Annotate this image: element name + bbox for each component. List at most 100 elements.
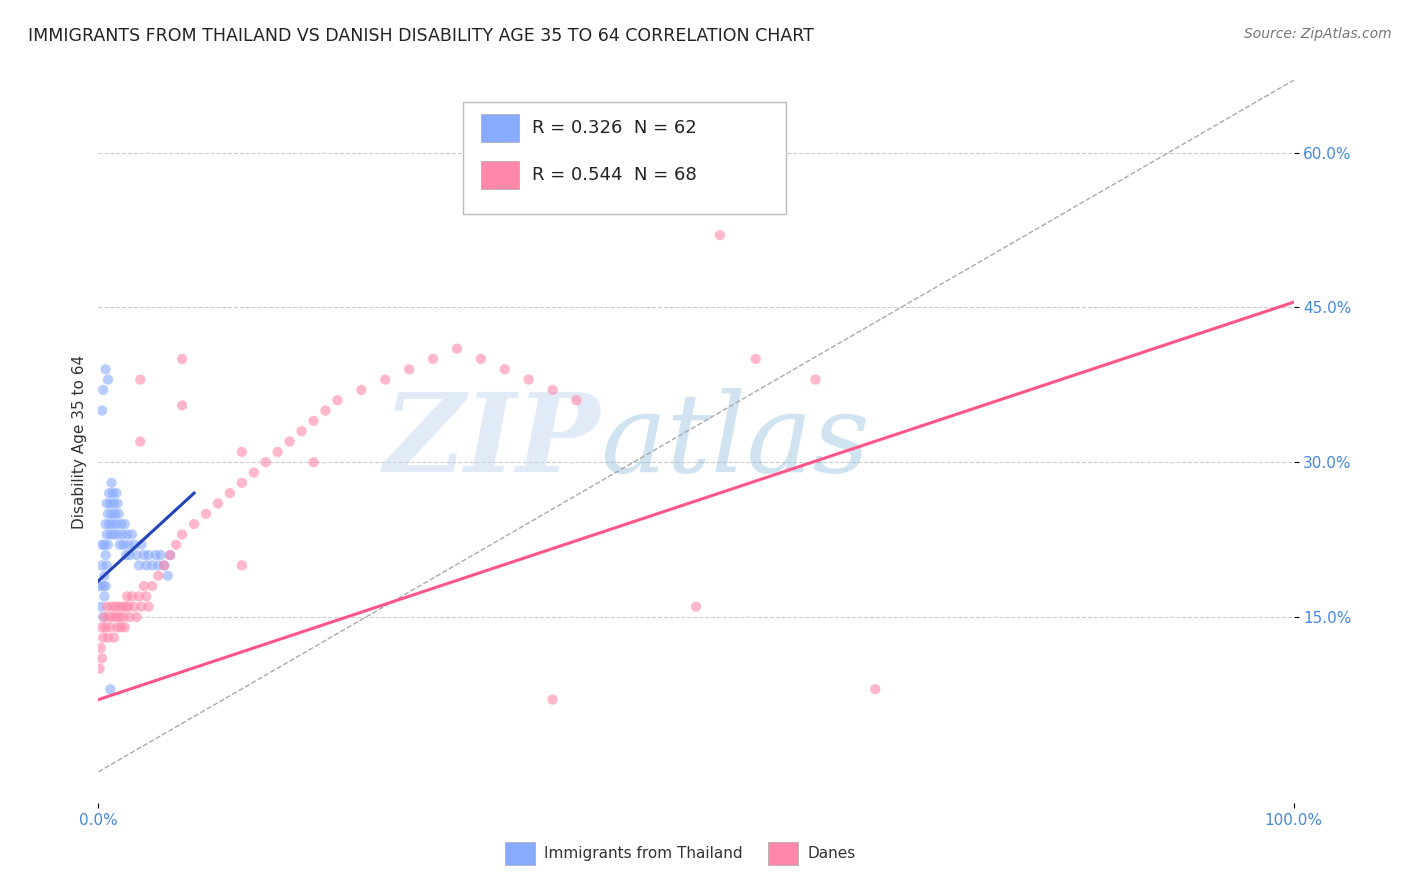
Point	[112, 610, 135, 624]
Point	[94, 517, 117, 532]
Point	[93, 590, 115, 604]
Point	[94, 620, 117, 634]
Point	[94, 362, 117, 376]
Point	[91, 579, 114, 593]
Point	[100, 475, 122, 490]
Point	[195, 507, 218, 521]
Point	[422, 351, 444, 366]
Point	[103, 496, 125, 510]
Point	[541, 383, 564, 397]
Point	[111, 527, 134, 541]
Point	[159, 548, 181, 562]
Point	[89, 579, 111, 593]
Point	[121, 590, 143, 604]
Point	[96, 496, 118, 510]
Point	[172, 351, 194, 366]
Point	[110, 517, 132, 532]
Point	[302, 455, 325, 469]
Point	[98, 517, 121, 532]
Point	[115, 599, 138, 614]
Point	[112, 538, 135, 552]
Point	[315, 403, 337, 417]
Text: R = 0.544  N = 68: R = 0.544 N = 68	[533, 166, 697, 184]
Point	[104, 507, 127, 521]
Point	[105, 517, 128, 532]
Point	[91, 610, 114, 624]
Point	[709, 228, 731, 243]
Point	[494, 362, 516, 376]
Point	[135, 558, 157, 573]
Point	[101, 486, 124, 500]
Point	[541, 692, 564, 706]
Point	[97, 507, 120, 521]
Point	[129, 373, 152, 387]
FancyBboxPatch shape	[481, 114, 519, 142]
Point	[91, 620, 114, 634]
Point	[156, 568, 179, 582]
Text: Immigrants from Thailand: Immigrants from Thailand	[544, 846, 742, 861]
Point	[117, 599, 139, 614]
Text: IMMIGRANTS FROM THAILAND VS DANISH DISABILITY AGE 35 TO 64 CORRELATION CHART: IMMIGRANTS FROM THAILAND VS DANISH DISAB…	[28, 27, 814, 45]
Point	[114, 620, 136, 634]
Point	[114, 517, 136, 532]
Point	[108, 610, 131, 624]
Point	[398, 362, 420, 376]
Point	[96, 599, 118, 614]
Point	[517, 373, 540, 387]
Point	[231, 445, 253, 459]
Point	[153, 558, 176, 573]
Point	[183, 517, 205, 532]
Point	[98, 610, 121, 624]
Point	[93, 568, 115, 582]
Point	[231, 475, 253, 490]
Point	[118, 610, 141, 624]
Point	[565, 393, 588, 408]
Point	[118, 548, 141, 562]
Point	[207, 496, 229, 510]
Point	[89, 662, 111, 676]
Point	[101, 517, 124, 532]
Point	[326, 393, 349, 408]
Point	[149, 548, 172, 562]
Point	[103, 527, 125, 541]
Point	[470, 351, 492, 366]
Point	[138, 548, 160, 562]
Point	[172, 527, 194, 541]
Point	[172, 398, 194, 412]
Point	[104, 599, 127, 614]
Text: Danes: Danes	[807, 846, 855, 861]
Point	[446, 342, 468, 356]
Point	[94, 579, 117, 593]
Point	[302, 414, 325, 428]
Point	[267, 445, 290, 459]
Point	[148, 558, 170, 573]
Point	[254, 455, 277, 469]
Point	[132, 548, 155, 562]
Point	[103, 631, 125, 645]
Point	[98, 682, 122, 697]
Point	[291, 424, 314, 438]
Point	[131, 538, 153, 552]
Point	[97, 538, 120, 552]
Point	[685, 599, 707, 614]
Point	[128, 558, 150, 573]
Point	[91, 651, 114, 665]
Point	[91, 403, 114, 417]
Point	[97, 373, 120, 387]
Point	[745, 351, 768, 366]
Point	[165, 538, 187, 552]
Point	[115, 548, 138, 562]
Point	[141, 579, 163, 593]
Point	[101, 610, 124, 624]
Point	[128, 590, 150, 604]
Point	[131, 599, 153, 614]
Text: ZIP: ZIP	[384, 388, 600, 495]
Point	[124, 538, 146, 552]
FancyBboxPatch shape	[505, 842, 534, 865]
Point	[90, 599, 112, 614]
Point	[125, 610, 148, 624]
Point	[159, 548, 181, 562]
Point	[110, 620, 132, 634]
Point	[138, 599, 160, 614]
Point	[91, 631, 114, 645]
